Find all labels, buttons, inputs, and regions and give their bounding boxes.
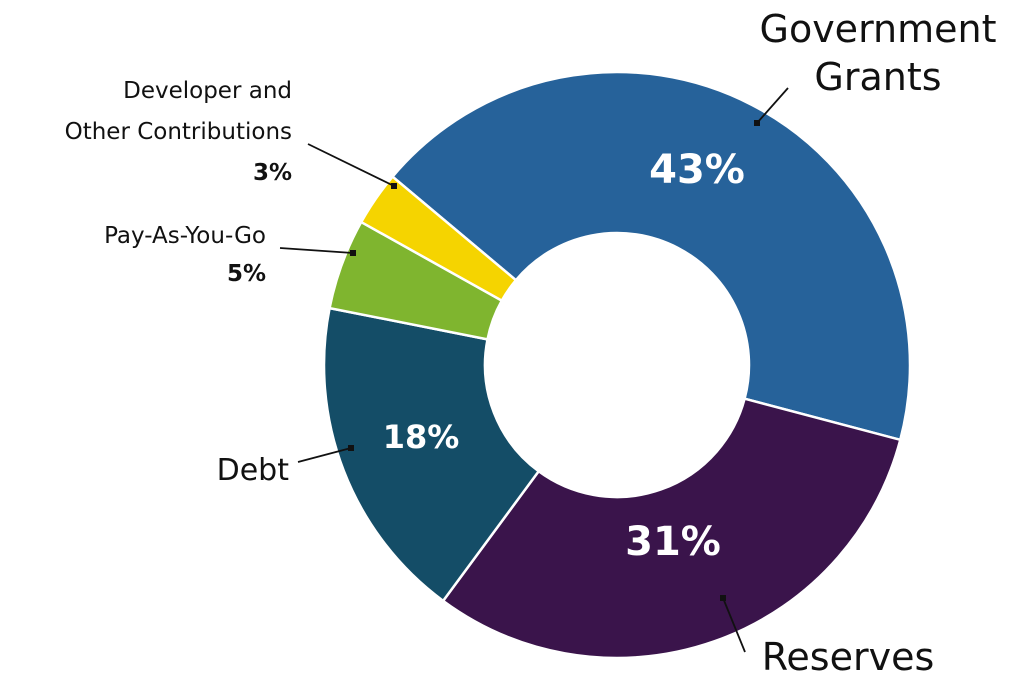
leader-line-developer: [307, 143, 395, 187]
leader-line-debt: [297, 447, 352, 463]
label-developer-line2: Other Contributions: [65, 119, 292, 145]
label-developer-pct: 3%: [253, 160, 292, 186]
label-paygo-pct: 5%: [227, 261, 266, 287]
slice-reserves: [441, 397, 902, 660]
slice-debt: [322, 306, 541, 603]
donut-slices: [322, 70, 912, 660]
slice-label-grants: 43%: [649, 147, 745, 193]
label-debt: Debt: [217, 453, 290, 488]
leader-dot-developer: [391, 183, 397, 189]
leader-dot-grants: [754, 120, 760, 126]
label-grants-line2: Grants: [814, 55, 941, 99]
slice-label-reserves: 31%: [625, 519, 721, 565]
slice-developer-and-other-contributions: [359, 174, 518, 303]
leader-dot-paygo: [350, 250, 356, 256]
label-developer-line1: Developer and: [123, 78, 292, 104]
leader-line-grants: [756, 87, 789, 124]
label-reserves: Reserves: [762, 635, 935, 676]
leader-lines: [279, 87, 789, 653]
leader-dot-reserves: [720, 595, 726, 601]
slice-government-grants: [390, 70, 912, 442]
label-grants-line1: Government: [760, 7, 997, 51]
leader-dot-debt: [348, 445, 354, 451]
leader-line-paygo: [279, 247, 354, 254]
leader-line-reserves: [722, 597, 746, 653]
slice-label-debt: 18%: [383, 418, 460, 456]
label-paygo-name: Pay-As-You-Go: [104, 223, 266, 249]
